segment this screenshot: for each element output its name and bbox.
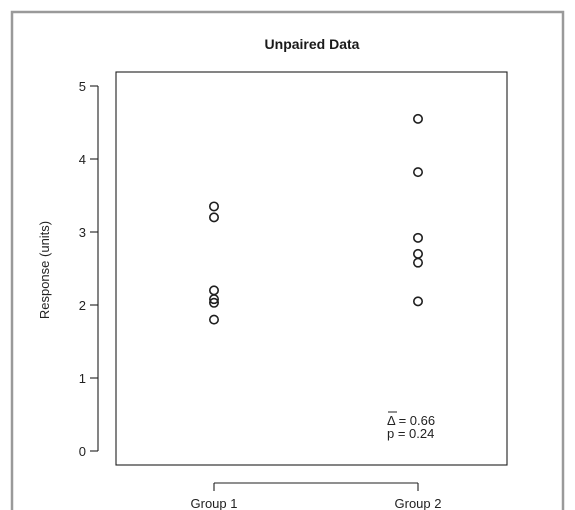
- data-point: [412, 232, 423, 243]
- data-point: [412, 296, 423, 307]
- y-tick-label: 4: [79, 152, 86, 167]
- chart-title: Unpaired Data: [265, 36, 360, 52]
- p-value-annotation: p = 0.24: [387, 426, 434, 441]
- data-point: [412, 248, 423, 259]
- y-tick-label: 5: [79, 79, 86, 94]
- y-tick-label: 3: [79, 225, 86, 240]
- data-point: [412, 167, 423, 178]
- data-points: [209, 113, 423, 325]
- y-axis-label: Response (units): [37, 221, 52, 319]
- x-tick-label: Group 2: [395, 496, 442, 510]
- stats-annotation: Δ = 0.66 p = 0.24: [387, 411, 435, 441]
- y-ticks: 0 1 2 3 4 5: [79, 79, 98, 459]
- data-point: [412, 257, 423, 268]
- data-point: [209, 285, 220, 296]
- y-tick-label: 1: [79, 371, 86, 386]
- outer-frame: [10, 10, 565, 510]
- x-tick-label: Group 1: [191, 496, 238, 510]
- y-tick-label: 0: [79, 444, 86, 459]
- data-point: [209, 297, 220, 308]
- plot-area: [115, 71, 508, 466]
- y-tick-label: 2: [79, 298, 86, 313]
- delta-annotation: Δ = 0.66: [387, 413, 435, 428]
- data-point: [412, 113, 423, 124]
- data-point: [209, 212, 220, 223]
- delta-symbol: Δ: [387, 413, 396, 428]
- data-point: [209, 314, 220, 325]
- delta-value: = 0.66: [395, 413, 435, 428]
- data-point: [209, 294, 220, 305]
- data-point: [209, 201, 220, 212]
- x-ticks: Group 1 Group 2: [191, 483, 442, 510]
